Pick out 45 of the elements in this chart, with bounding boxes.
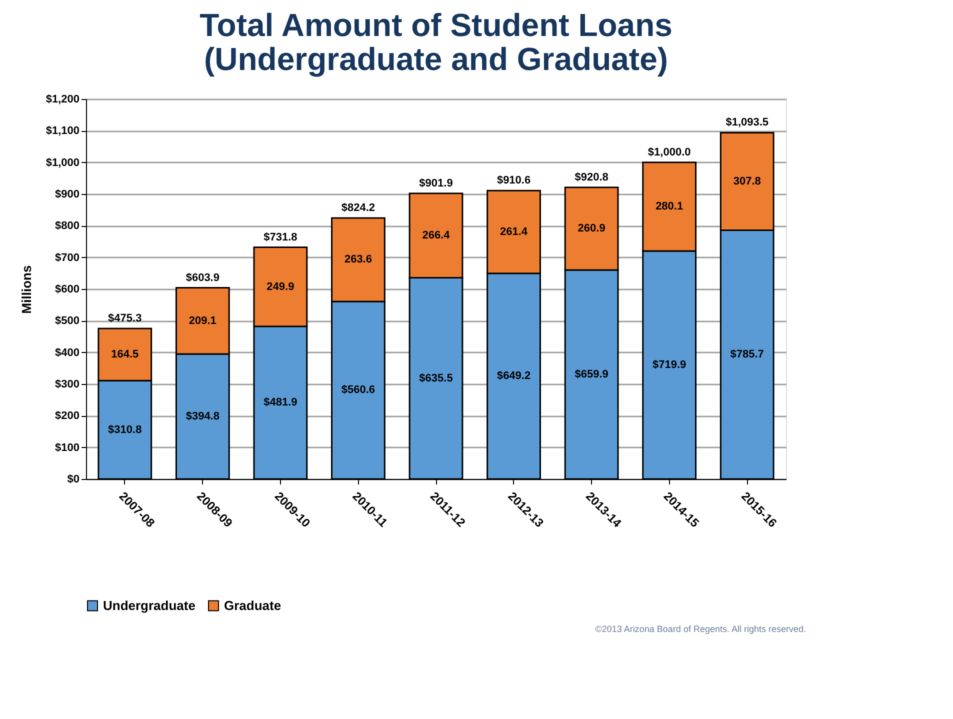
text: ©2013 Arizona Board of Regents. All rights reserved.: [595, 624, 806, 634]
data-label: 209.1: [188, 314, 216, 327]
total-label: $603.9: [186, 272, 220, 284]
y-tick-label: $200: [55, 410, 80, 422]
data-label: $659.9: [574, 368, 608, 381]
total-label: $1,000.0: [648, 146, 691, 158]
y-tick-label: $300: [55, 378, 80, 390]
data-label: $560.6: [341, 384, 376, 396]
data-label: $785.7: [730, 348, 764, 361]
y-tick-label: $500: [55, 315, 80, 328]
total-label: $824.2: [341, 202, 376, 214]
data-label: $649.2: [496, 370, 531, 382]
y-tick-label: $400: [55, 346, 80, 359]
y-tick-label: $800: [55, 220, 80, 232]
data-label: $635.5: [419, 372, 453, 384]
data-label: 266.4: [422, 230, 451, 242]
total-label: $1,093.5: [726, 116, 769, 129]
total-label: $731.8: [264, 231, 298, 244]
data-label: $719.9: [652, 359, 686, 372]
total-label: $901.9: [419, 177, 453, 190]
y-tick-label: $700: [55, 252, 80, 264]
y-tick-label: $1,100: [46, 125, 80, 138]
data-label: 164.5: [111, 348, 139, 361]
y-tick-label: $900: [55, 188, 80, 200]
legend-label: Undergraduate: [103, 598, 196, 613]
y-axis-title: Millions: [18, 265, 34, 314]
data-label: $481.9: [264, 396, 298, 409]
legend-label: Graduate: [224, 598, 282, 613]
data-label: $310.8: [108, 424, 142, 436]
data-label: 261.4: [500, 226, 528, 238]
y-tick-label: $0: [67, 474, 80, 486]
data-label: 307.8: [733, 175, 761, 188]
y-tick-label: $600: [55, 284, 80, 296]
data-label: 263.6: [344, 254, 372, 266]
y-tick-label: $1,000: [46, 156, 80, 169]
data-label: 280.1: [656, 200, 684, 213]
data-label: 249.9: [266, 280, 294, 293]
y-tick-label: $100: [55, 442, 80, 454]
data-label: 260.9: [578, 222, 606, 235]
chart-title: Total Amount of Student Loans (Undergraduate and Graduate): [200, 7, 672, 77]
y-tick-label: $1,200: [46, 94, 80, 106]
data-label: $394.8: [186, 410, 220, 422]
total-label: $475.3: [108, 312, 142, 324]
total-label: $920.8: [574, 171, 608, 184]
total-label: $910.6: [496, 174, 531, 187]
